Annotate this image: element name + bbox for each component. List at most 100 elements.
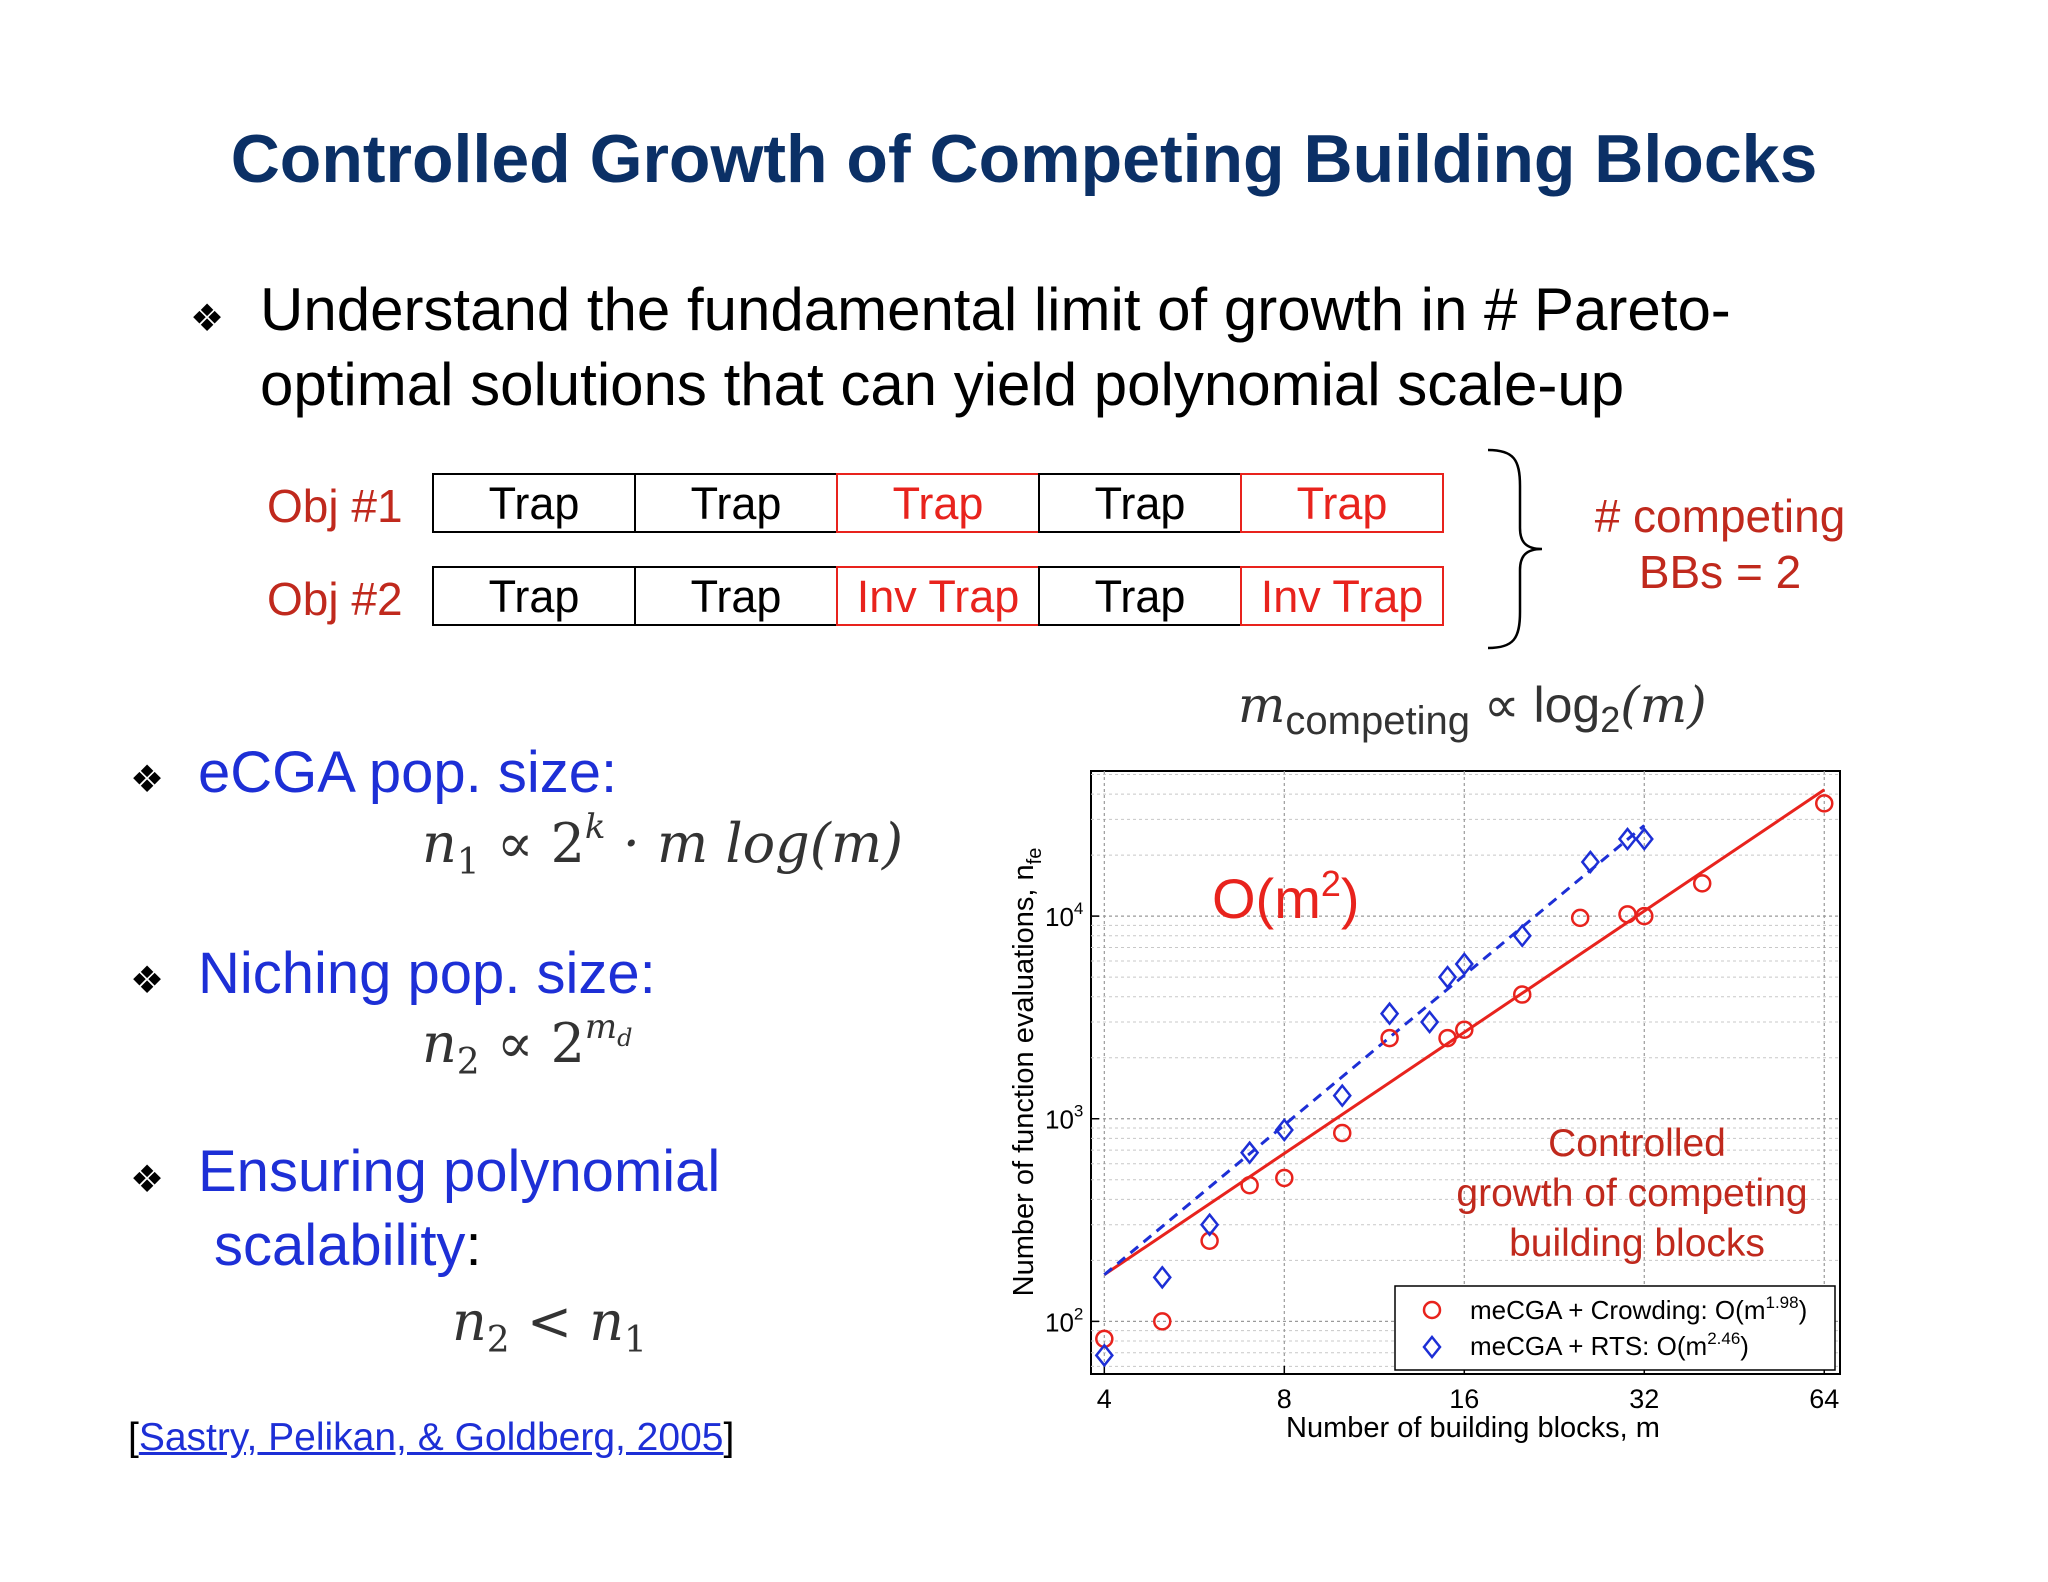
legend-entry-crowding: meCGA + Crowding: O(m1.98): [1470, 1293, 1807, 1325]
bullet-icon: ❖: [130, 1159, 165, 1201]
bullet-icon: ❖: [130, 759, 165, 801]
obj-2-cell: Trap: [634, 566, 838, 626]
ecga-prop: ∝ 2: [479, 812, 585, 875]
crowding-point: [1692, 874, 1712, 893]
rts-point: [1200, 1212, 1220, 1237]
obj-1-cell: Trap: [1240, 473, 1444, 533]
rts-point: [1274, 1117, 1294, 1142]
curly-brace-icon: [1487, 448, 1543, 650]
crowding-point: [1455, 1020, 1474, 1039]
chart-points: [1094, 794, 1834, 1368]
obj-2-cell: Trap: [1038, 566, 1242, 626]
legend-circle-marker: [1422, 1300, 1442, 1320]
obj-2-cell: Inv Trap: [836, 566, 1040, 626]
crowding-point: [1815, 794, 1834, 813]
rts-point: [1512, 923, 1532, 948]
scal-lt: < n: [509, 1290, 625, 1353]
scal-n2-sub: 2: [486, 1320, 510, 1361]
crowding-point: [1275, 1168, 1294, 1188]
chart-legend: meCGA + Crowding: O(m1.98) meCGA + RTS: …: [1394, 1285, 1836, 1371]
niching-label: Niching pop. size:: [198, 941, 656, 1006]
main-bullet-line-1: Understand the fundamental limit of grow…: [260, 276, 1731, 343]
rts-point: [1617, 827, 1638, 852]
rts-point: [1240, 1140, 1260, 1165]
obj-1-cell: Trap: [634, 473, 838, 533]
complexity-annotation: O(m2): [1212, 863, 1360, 930]
ecga-sup: k: [584, 807, 606, 847]
m-competing-arg: (m): [1620, 676, 1707, 734]
scaling-chart: 4 8 16 32 64 102 103 104 Number of building blo…: [1008, 770, 1841, 1444]
crowding-point: [1240, 1175, 1259, 1195]
niching-sup-sub: d: [617, 1024, 633, 1052]
controlled-growth-line-3: building blocks: [1509, 1222, 1765, 1265]
x-tick-label: 8: [1277, 1384, 1292, 1414]
chart-ticks: 4 8 16 32 64 102 103 104: [1045, 899, 1839, 1414]
rts-point: [1420, 1010, 1440, 1035]
rts-point: [1332, 1083, 1352, 1108]
scalability-line-2: scalability:: [198, 1209, 720, 1283]
obj-2-label: Obj #2: [267, 573, 403, 625]
rts-point: [1152, 1265, 1172, 1290]
rts-point: [1437, 965, 1458, 990]
scalability-label: Ensuring polynomial scalability:: [198, 1135, 720, 1283]
obj-2-row: Trap Trap Inv Trap Trap Inv Trap: [432, 566, 1446, 626]
crowding-point: [1438, 1028, 1457, 1048]
crowding-fit-line: [1103, 788, 1826, 1276]
y-axis-label: Number of function evaluations, nfe: [1008, 848, 1046, 1297]
legend-entry-rts: meCGA + RTS: O(m2.46): [1470, 1329, 1749, 1361]
ecga-label: eCGA pop. size:: [198, 740, 618, 805]
rts-point: [1634, 827, 1654, 852]
y-tick-label: 104: [1045, 899, 1083, 932]
competing-note-line-1: # competing: [1594, 490, 1846, 542]
niching-sup: m: [584, 1007, 618, 1047]
m-competing-var: m: [1238, 676, 1286, 734]
niching-n: n: [422, 1012, 457, 1075]
citation-open-bracket: [: [128, 1416, 139, 1459]
crowding-point: [1380, 1028, 1399, 1048]
crowding-point: [1153, 1312, 1172, 1331]
obj-2-cell: Trap: [432, 566, 636, 626]
citation-link[interactable]: Sastry, Pelikan, & Goldberg, 2005: [138, 1416, 724, 1459]
controlled-growth-line-2: growth of competing: [1456, 1172, 1807, 1215]
plot-area: [1090, 770, 1841, 1375]
m-competing-formula: mcompeting ∝ log2(m): [1238, 676, 1707, 743]
crowding-point: [1635, 906, 1654, 926]
ecga-formula: n1 ∝ 2k · m log(m): [422, 807, 904, 883]
crowding-point: [1512, 985, 1532, 1004]
ecga-rest: · m log(m): [605, 812, 904, 875]
competing-bbs-note: # competing BBs = 2: [1540, 488, 1900, 600]
ecga-n: n: [422, 812, 457, 875]
scalability-colon: :: [465, 1213, 482, 1278]
rts-point: [1454, 952, 1474, 977]
scalability-formula: n2 < n1: [452, 1290, 647, 1361]
scalability-word: scalability: [214, 1213, 466, 1278]
controlled-growth-line-1: Controlled: [1548, 1122, 1726, 1165]
niching-formula: n2 ∝ 2md: [422, 1007, 633, 1083]
rts-fit-line: [1103, 824, 1646, 1276]
x-tick-label: 16: [1449, 1384, 1479, 1414]
legend-diamond-marker: [1422, 1334, 1442, 1360]
obj-1-row: Trap Trap Trap Trap Trap: [432, 473, 1446, 533]
m-competing-base: 2: [1600, 699, 1621, 740]
citation-close-bracket: ]: [723, 1416, 735, 1459]
niching-prop: ∝ 2: [479, 1012, 585, 1075]
scal-n1-sub: 1: [624, 1320, 647, 1361]
crowding-point: [1570, 908, 1590, 928]
x-axis-label: Number of building blocks, m: [1286, 1412, 1660, 1444]
citation: [Sastry, Pelikan, & Goldberg, 2005]: [128, 1416, 734, 1460]
main-bullet-text: Understand the fundamental limit of grow…: [260, 272, 1840, 422]
rts-point: [1094, 1343, 1114, 1368]
obj-1-cell: Trap: [1038, 473, 1242, 533]
chart-fit-lines: [1103, 788, 1826, 1276]
obj-1-cell: Trap: [432, 473, 636, 533]
main-bullet-line-2: optimal solutions that can yield polynom…: [260, 351, 1625, 418]
y-tick-label: 103: [1045, 1102, 1083, 1135]
niching-n-sub: 2: [456, 1042, 480, 1083]
ecga-n-sub: 1: [456, 842, 480, 883]
scalability-line-1: Ensuring polynomial: [198, 1139, 721, 1204]
m-competing-rest: ∝ log: [1483, 677, 1601, 733]
obj-2-cell: Inv Trap: [1240, 566, 1444, 626]
bullet-icon: ❖: [130, 960, 165, 1002]
rts-point: [1379, 1001, 1400, 1026]
x-tick-label: 64: [1809, 1384, 1839, 1414]
